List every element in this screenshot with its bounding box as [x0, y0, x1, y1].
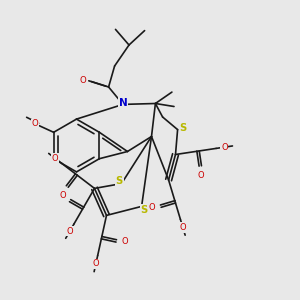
- Text: S: S: [179, 123, 187, 133]
- Text: O: O: [32, 119, 38, 128]
- Text: O: O: [59, 190, 66, 199]
- Text: N: N: [118, 98, 127, 108]
- Text: O: O: [80, 76, 86, 85]
- Text: O: O: [179, 223, 186, 232]
- Text: O: O: [221, 143, 228, 152]
- Text: O: O: [67, 227, 73, 236]
- Text: O: O: [197, 170, 204, 179]
- Text: S: S: [116, 176, 123, 186]
- Text: O: O: [93, 259, 99, 268]
- Text: O: O: [148, 203, 155, 212]
- Text: O: O: [52, 154, 59, 163]
- Text: O: O: [60, 190, 66, 200]
- Text: S: S: [140, 205, 148, 215]
- Text: O: O: [122, 237, 129, 246]
